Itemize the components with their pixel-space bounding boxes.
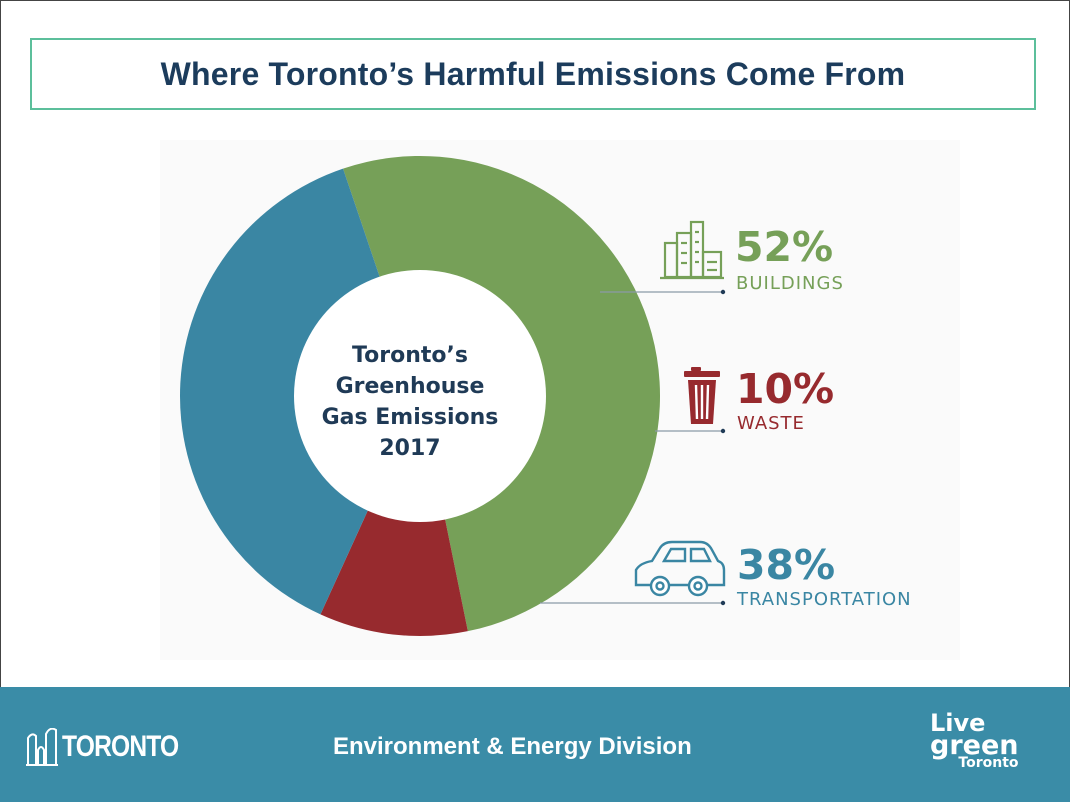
center-label-line-2: Greenhouse	[335, 374, 485, 399]
transportation-label: TRANSPORTATION	[737, 589, 912, 610]
donut-hole	[294, 270, 546, 522]
buildings-label: BUILDINGS	[736, 273, 844, 294]
center-label: Toronto’s Greenhouse Gas Emissions 2017	[300, 340, 520, 464]
division-name: Environment & Energy Division	[333, 733, 692, 760]
title-box: Where Toronto’s Harmful Emissions Come F…	[30, 38, 1036, 110]
transportation-leader-dot	[720, 600, 726, 606]
center-label-line-3: Gas Emissions	[321, 405, 499, 430]
live-green-logo: Live green Toronto	[930, 709, 1019, 771]
buildings-leader-dot	[720, 289, 726, 295]
logo-green-text: green	[930, 730, 1019, 761]
buildings-icon	[660, 220, 724, 280]
slide-title: Where Toronto’s Harmful Emissions Come F…	[160, 55, 906, 92]
transportation-percent: 38%	[737, 541, 836, 589]
toronto-logo: TORONTO	[26, 728, 204, 766]
buildings-percent: 52%	[735, 223, 834, 271]
waste-leader-dot	[720, 428, 726, 434]
center-label-line-1: Toronto’s	[352, 343, 468, 368]
center-label-line-4: 2017	[379, 436, 441, 461]
logo-live-text: Live	[930, 709, 986, 737]
logo-toronto-text: Toronto	[958, 755, 1019, 771]
footer-bar	[0, 687, 1070, 802]
waste-percent: 10%	[736, 365, 835, 413]
city-hall-icon	[26, 728, 58, 766]
toronto-wordmark: TORONTO	[62, 730, 179, 763]
car-icon	[634, 540, 726, 597]
waste-label: WASTE	[737, 413, 805, 434]
